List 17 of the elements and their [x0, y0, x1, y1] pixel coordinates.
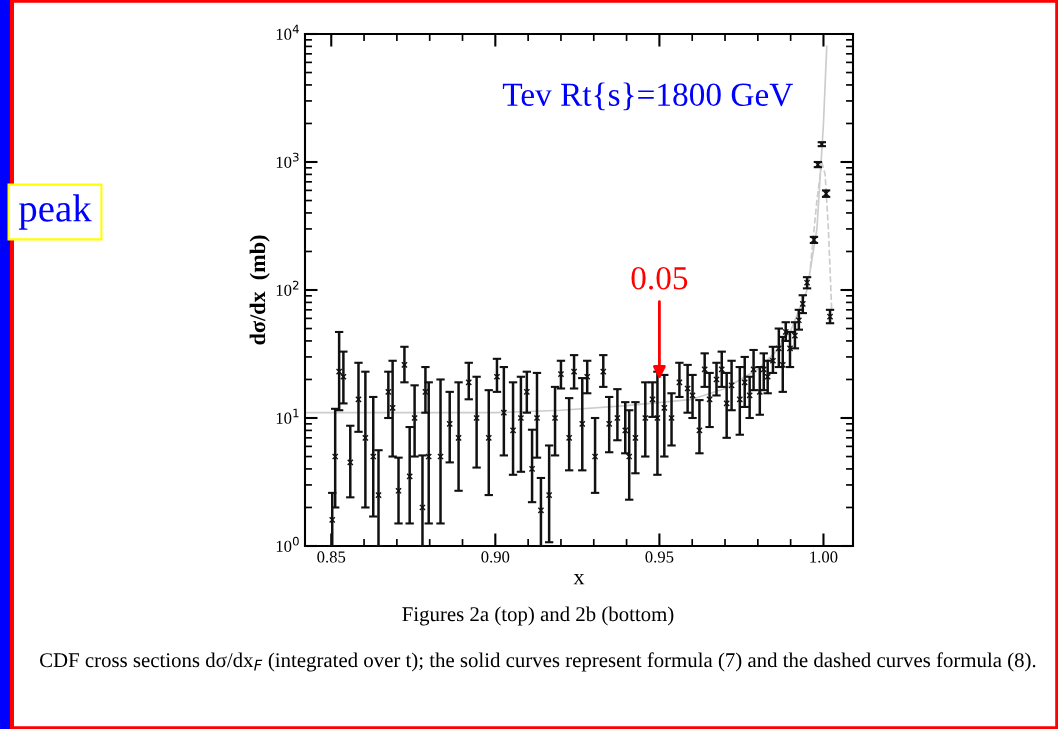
annotation: 0.05	[631, 266, 688, 290]
x-tick-label: 1.00	[810, 551, 838, 563]
y-tick-label: 10$^{4}$	[276, 24, 299, 40]
text: CDF cross sections dσ/dx$_{F}$ (integrated over t); the solid curves represent formula (7) and the dashed curves formula (8).	[40, 652, 1036, 672]
y-tick-label: 10$^{0}$	[276, 536, 299, 552]
y-axis-title: dσ/dx (mb)	[249, 235, 270, 345]
x-tick-label: 0.90	[481, 551, 510, 563]
x-tick-label: 0.85	[317, 551, 346, 563]
text: Figures 2a (top) and 2b (bottom)	[402, 606, 674, 626]
y-tick-label: 10$^{1}$	[276, 408, 299, 424]
line-series	[305, 45, 828, 414]
y-tick-label: 10$^{3}$	[276, 152, 299, 168]
text: peak	[18, 194, 92, 230]
annotation: Tev Rt{s}=1800 GeV	[502, 82, 793, 111]
x-tick-label: 0.95	[645, 551, 674, 563]
y-tick-label: 10$^{2}$	[276, 280, 299, 296]
x-axis-title: x	[573, 573, 585, 585]
